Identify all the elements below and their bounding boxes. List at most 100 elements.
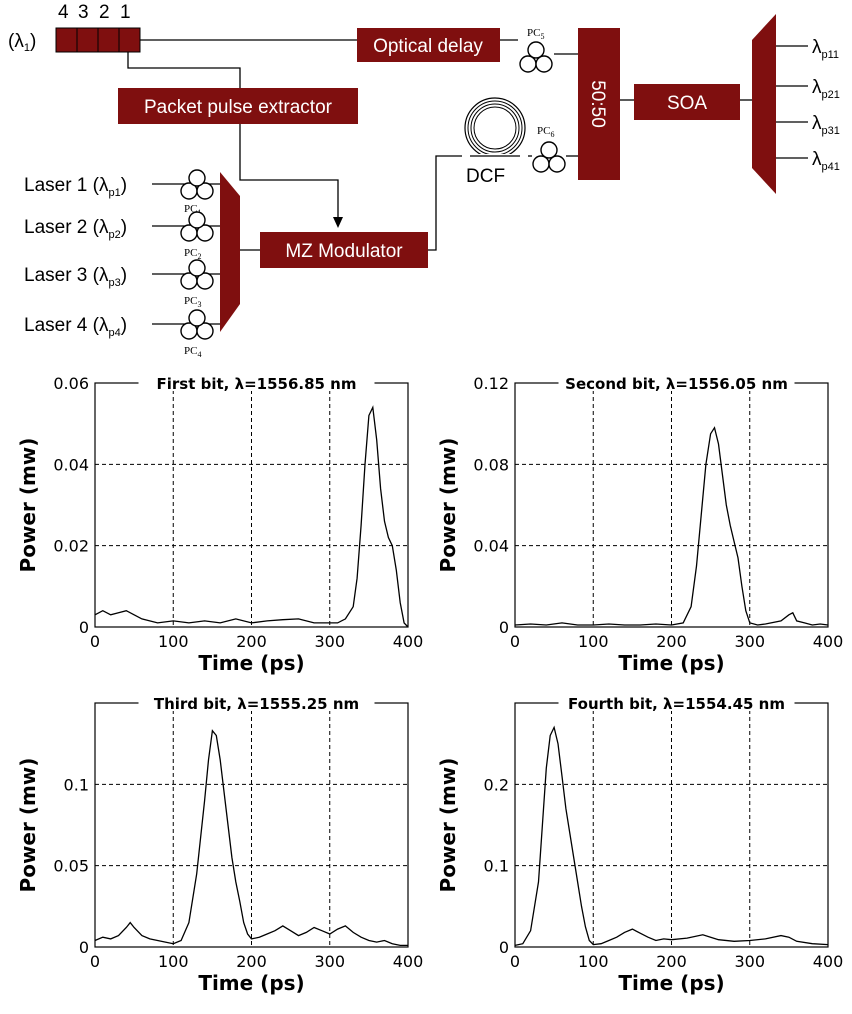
dcf-fiber-coil (462, 97, 528, 164)
output-label-3: λp31 (812, 113, 840, 137)
x-tick-label: 400 (393, 632, 424, 651)
soa-label: SOA (667, 93, 707, 114)
laser-3-label: Laser 3 (λp3) (24, 265, 127, 289)
laser-1-label: Laser 1 (λp1) (24, 175, 127, 199)
y-axis-title: Power (mw) (16, 438, 40, 573)
plot-3: Third bit, λ=1555.25 nm 0 100 200 300 400 0 0.0… (16, 695, 423, 995)
output-label-4: λp41 (812, 149, 840, 173)
x-tick-label: 0 (510, 632, 520, 651)
y-tick-label: 0.12 (473, 374, 509, 393)
x-axis-title: Time (ps) (618, 971, 724, 995)
output-demultiplexer (752, 14, 776, 194)
slot-number-1: 1 (120, 2, 131, 23)
y-tick-label: 0 (499, 938, 509, 957)
slot-number-4: 4 (58, 2, 69, 23)
x-axis-title: Time (ps) (618, 651, 724, 675)
y-axis-title: Power (mw) (436, 438, 460, 573)
coupler-box (578, 28, 620, 180)
pc3-label: PC3 (184, 295, 201, 309)
x-tick-label: 0 (90, 952, 100, 971)
plot-title-background (558, 695, 795, 711)
slot-number-2: 2 (99, 2, 110, 23)
output-label-2: λp21 (812, 77, 840, 101)
x-tick-label: 400 (813, 952, 844, 971)
coupler-label: 50:50 (587, 80, 608, 128)
y-tick-label: 0.05 (53, 857, 89, 876)
power-trace (514, 725, 829, 947)
plot-title: Second bit, λ=1556.05 nm (565, 375, 788, 393)
power-trace (94, 729, 408, 947)
laser-multiplexer (220, 172, 240, 332)
packet-pulse-extractor-box (118, 88, 358, 124)
y-tick-label: 0 (79, 618, 89, 637)
input-wavelength-label: (λ1) (8, 31, 36, 54)
x-tick-label: 100 (158, 952, 189, 971)
laser-4: Laser 4 (λp4) PC4 (24, 309, 220, 359)
x-tick-label: 100 (158, 632, 189, 651)
x-tick-label: 0 (90, 632, 100, 651)
x-tick-label: 300 (734, 952, 765, 971)
laser-3: Laser 3 (λp3) PC3 (24, 259, 220, 309)
y-tick-label: 0.08 (473, 455, 509, 474)
pc2-label: PC2 (184, 247, 201, 261)
x-axis-title: Time (ps) (198, 651, 304, 675)
x-tick-label: 400 (393, 952, 424, 971)
laser-1: Laser 1 (λp1) PC1 (24, 169, 220, 217)
mz-modulator-label: MZ Modulator (285, 241, 403, 262)
x-tick-label: 300 (314, 632, 345, 651)
setup-schematic: (λ1) 4 3 2 1 Optical delay (8, 2, 840, 359)
y-tick-label: 0.1 (64, 775, 89, 794)
optical-delay-box (357, 28, 500, 62)
y-axis-title: Power (mw) (16, 758, 40, 893)
plot-title-background (138, 375, 375, 391)
output-label-1: λp11 (812, 37, 839, 61)
y-tick-label: 0 (499, 618, 509, 637)
x-tick-label: 100 (578, 952, 609, 971)
soa-box (634, 84, 740, 120)
y-tick-label: 0.02 (53, 537, 89, 556)
y-tick-label: 0.1 (484, 857, 509, 876)
power-trace (94, 405, 409, 628)
pc5-label: PC5 (527, 27, 544, 41)
x-tick-label: 200 (236, 952, 267, 971)
plot-title-background (138, 695, 375, 711)
pc4-label: PC4 (184, 345, 201, 359)
optical-delay-label: Optical delay (373, 36, 483, 57)
packet-pulse-extractor-label: Packet pulse extractor (144, 97, 333, 118)
plot-1: First bit, λ=1556.85 nm 0 100 200 300 400 0 0.0… (16, 374, 423, 675)
x-tick-label: 200 (236, 632, 267, 651)
x-tick-label: 100 (578, 632, 609, 651)
laser-2: Laser 2 (λp2) PC2 (24, 211, 220, 261)
x-tick-label: 0 (510, 952, 520, 971)
polarization-controller-6: PC6 (532, 125, 566, 173)
plot-title: Third bit, λ=1555.25 nm (154, 695, 359, 713)
x-axis-title: Time (ps) (198, 971, 304, 995)
plot-title: First bit, λ=1556.85 nm (157, 375, 357, 393)
y-tick-label: 0.2 (484, 775, 509, 794)
x-tick-label: 300 (734, 632, 765, 651)
y-tick-label: 0.04 (53, 455, 89, 474)
y-tick-label: 0 (79, 938, 89, 957)
pc6-label: PC6 (537, 125, 554, 139)
polarization-controller-5: PC5 (519, 27, 553, 73)
slot-number-3: 3 (78, 2, 89, 23)
output-channels: λp11 λp21 λp31 λp41 (776, 37, 840, 173)
x-tick-label: 200 (656, 632, 687, 651)
plot-title: Fourth bit, λ=1554.45 nm (568, 695, 785, 713)
y-tick-label: 0.06 (53, 374, 89, 393)
mz-modulator-box (260, 232, 428, 268)
x-tick-label: 200 (656, 952, 687, 971)
x-tick-label: 300 (314, 952, 345, 971)
plot-2: Second bit, λ=1556.05 nm 0 100 200 300 400 0 0.… (436, 374, 843, 675)
plot-4: Fourth bit, λ=1554.45 nm 0 100 200 300 400 0 0.… (436, 695, 843, 995)
laser-4-label: Laser 4 (λp4) (24, 315, 127, 339)
x-tick-label: 400 (813, 632, 844, 651)
laser-2-label: Laser 2 (λp2) (24, 217, 127, 241)
dcf-label: DCF (466, 166, 505, 187)
pulse-plots: First bit, λ=1556.85 nm 0 100 200 300 400 0 0.0… (16, 374, 843, 995)
power-trace (514, 426, 829, 626)
y-tick-label: 0.04 (473, 537, 509, 556)
packet-slots (55, 27, 141, 53)
plot-title-background (558, 375, 795, 391)
